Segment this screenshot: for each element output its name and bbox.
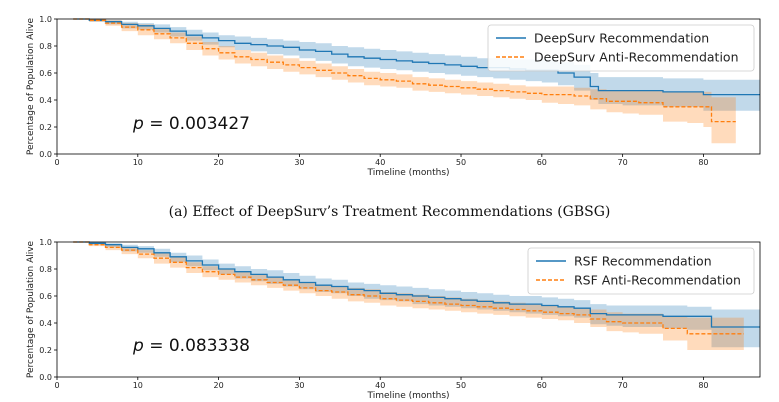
chart0-xtick-label-8: 80 [698, 158, 708, 167]
chart0-axes-frame [56, 18, 761, 155]
chart0-ylabel: Percentage of Population Alive [26, 17, 36, 155]
chart1-axes-frame [56, 241, 761, 378]
chart0-legend-box [487, 24, 755, 72]
chart1-series-line-1 [73, 241, 744, 335]
chart1-ylabel: Percentage of Population Alive [26, 240, 36, 378]
chart1-xtick-label-4: 40 [375, 381, 385, 390]
chart0-band-0 [73, 19, 760, 111]
chart1-xtick-label-7: 70 [618, 381, 628, 390]
chart0-legend-label-0: DeepSurv Recommendation [534, 31, 709, 46]
chart1-xtick-label-8: 80 [698, 381, 708, 390]
chart0-ytick-label-4: 0.8 [39, 42, 52, 51]
chart0-xtick-label-7: 70 [618, 158, 628, 167]
chart1-ytick-label-5: 1.0 [39, 238, 52, 247]
chart1-legend-label-1: RSF Anti-Recommendation [574, 273, 741, 288]
chart1-xtick-label-0: 0 [54, 381, 59, 390]
chart0-xtick-label-3: 30 [294, 158, 304, 167]
chart1-xtick-label-3: 30 [294, 381, 304, 390]
chart0-xtick-label-4: 40 [375, 158, 385, 167]
chart0-xtick-label-1: 10 [133, 158, 143, 167]
chart1-series-line-0 [73, 241, 760, 328]
chart1-legend-label-0: RSF Recommendation [574, 254, 712, 269]
chart1-ytick-label-4: 0.8 [39, 265, 52, 274]
chart0-series-line-0 [73, 18, 760, 96]
chart0-xtick-label-6: 60 [537, 158, 547, 167]
chart1-band-1 [73, 242, 744, 350]
chart1-ytick-label-3: 0.6 [39, 292, 52, 301]
chart-rsf: 0 10 20 30 40 50 60 70 80 0.0 0.2 0.4 0.6 0.8 1.0 Timel… [26, 238, 761, 401]
chart1-xtick-label-1: 10 [133, 381, 143, 390]
chart0-ytick-label-0: 0.0 [39, 150, 52, 159]
chart0-series-line-1 [73, 18, 736, 123]
chart1-xlabel: Timeline (months) [366, 391, 449, 401]
chart0-ytick-label-2: 0.4 [39, 96, 52, 105]
chart1-ytick-label-1: 0.2 [39, 346, 52, 355]
chart1-p-value-annotation: p = 0.083338 [132, 336, 250, 356]
chart0-xlabel: Timeline (months) [366, 168, 449, 178]
caption-a: (a) Effect of DeepSurv’s Treatment Recom… [168, 204, 611, 220]
chart1-band-0 [73, 242, 760, 348]
chart1-xtick-label-6: 60 [537, 381, 547, 390]
chart0-ytick-label-1: 0.2 [39, 123, 52, 132]
chart0-ytick-label-3: 0.6 [39, 69, 52, 78]
chart-deepsurv: 0 10 20 30 40 50 60 70 80 0.0 0.2 0.4 0.6 0.8 1.0 Timel… [26, 15, 761, 178]
chart1-legend-box [527, 247, 755, 295]
chart0-xtick-label-0: 0 [54, 158, 59, 167]
chart0-p-value-annotation: p = 0.003427 [132, 114, 250, 134]
chart1-ytick-label-2: 0.4 [39, 319, 52, 328]
chart0-xtick-label-2: 20 [214, 158, 224, 167]
chart1-ytick-label-0: 0.0 [39, 373, 52, 382]
chart1-xtick-label-2: 20 [214, 381, 224, 390]
chart1-xtick-label-5: 50 [456, 381, 466, 390]
chart0-ytick-label-5: 1.0 [39, 15, 52, 24]
chart0-legend-label-1: DeepSurv Anti-Recommendation [534, 50, 739, 65]
chart0-xtick-label-5: 50 [456, 158, 466, 167]
